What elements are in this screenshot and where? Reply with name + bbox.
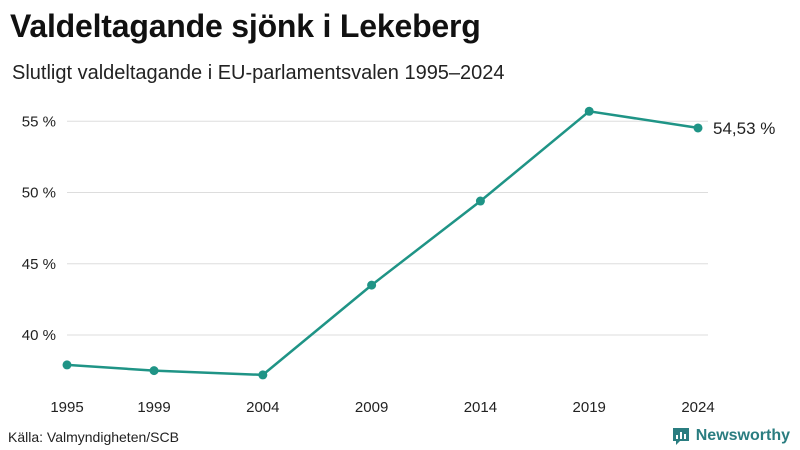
data-point: [475, 196, 485, 206]
x-axis-ticks: 1995 1999 2004 2009 2014 2019 2024: [50, 399, 714, 416]
data-point: [149, 366, 159, 376]
y-tick-label: 55 %: [22, 113, 56, 130]
x-tick-label: 2014: [464, 399, 497, 416]
data-labels: 54,53 %: [713, 119, 775, 138]
grid-lines: [67, 120, 708, 336]
data-points: [62, 106, 703, 380]
x-tick-label: 2009: [355, 399, 388, 416]
data-point: [62, 360, 72, 370]
y-tick-label: 45 %: [22, 256, 56, 273]
data-point: [258, 370, 268, 380]
x-tick-label: 2019: [573, 399, 606, 416]
x-tick-label: 1999: [137, 399, 170, 416]
data-point: [584, 106, 594, 116]
x-tick-label: 1995: [50, 399, 83, 416]
chart-subtitle: Slutligt valdeltagande i EU-parlamentsva…: [12, 62, 505, 84]
y-tick-label: 50 %: [22, 185, 56, 202]
data-point: [693, 123, 703, 133]
data-point: [367, 280, 377, 290]
x-tick-label: 2024: [681, 399, 714, 416]
chart-title: Valdeltagande sjönk i Lekeberg: [10, 8, 481, 44]
last-value-label: 54,53 %: [713, 119, 775, 138]
brand-name: Newsworthy: [695, 427, 790, 444]
brand-logo: Newsworthy: [671, 426, 790, 446]
y-tick-label: 40 %: [22, 327, 56, 344]
chart-bubble-icon: [672, 428, 689, 445]
y-axis-ticks: 40 % 45 % 50 % 55 %: [22, 113, 56, 344]
x-tick-label: 2004: [246, 399, 279, 416]
source-note: Källa: Valmyndigheten/SCB: [8, 429, 179, 445]
